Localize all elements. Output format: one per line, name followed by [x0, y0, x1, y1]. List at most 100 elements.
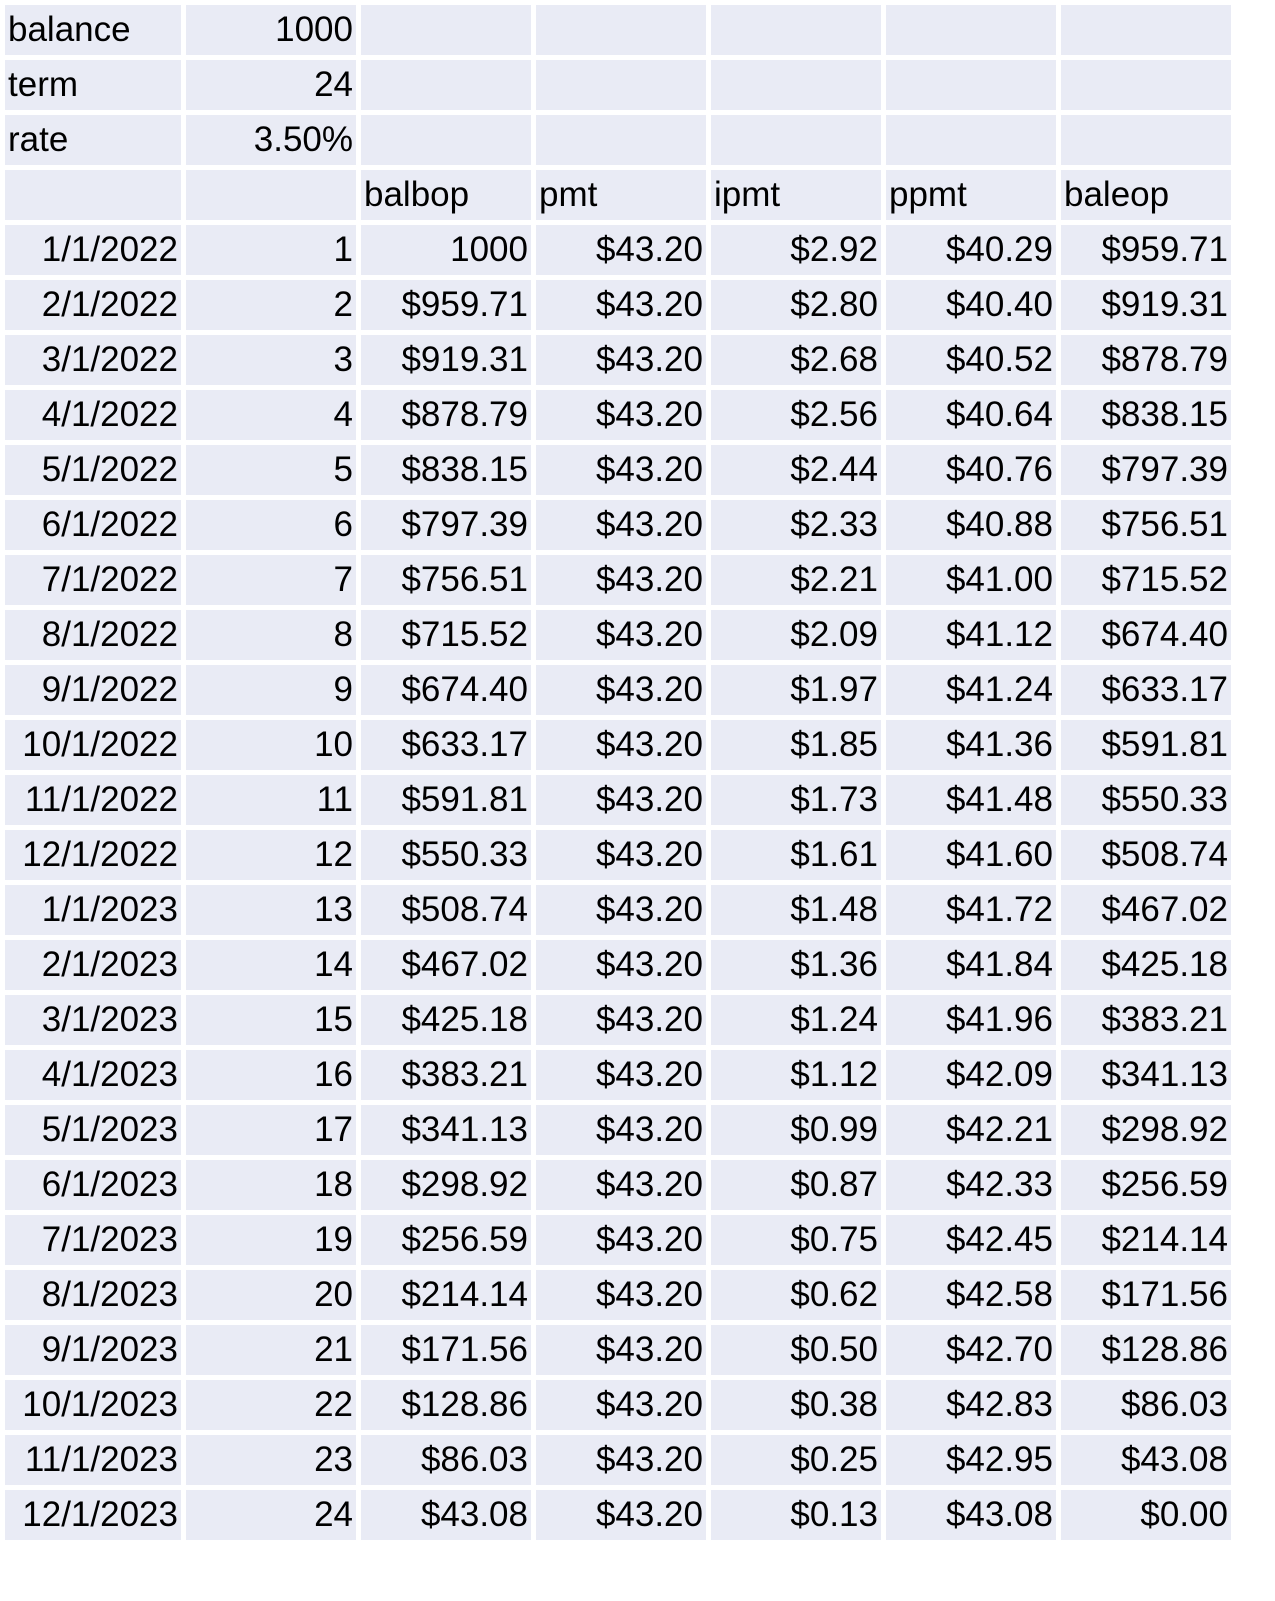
- baleop-cell[interactable]: $919.31: [1061, 280, 1231, 330]
- baleop-cell[interactable]: $425.18: [1061, 940, 1231, 990]
- ipmt-cell[interactable]: $1.36: [711, 940, 881, 990]
- date-cell[interactable]: 10/1/2023: [5, 1380, 181, 1430]
- input-value-cell[interactable]: 1000: [186, 5, 356, 55]
- date-cell[interactable]: 11/1/2022: [5, 775, 181, 825]
- empty-cell[interactable]: [361, 5, 531, 55]
- balbop-cell[interactable]: $591.81: [361, 775, 531, 825]
- pmt-cell[interactable]: $43.20: [536, 555, 706, 605]
- date-cell[interactable]: 7/1/2022: [5, 555, 181, 605]
- pmt-cell[interactable]: $43.20: [536, 995, 706, 1045]
- baleop-cell[interactable]: $256.59: [1061, 1160, 1231, 1210]
- ipmt-cell[interactable]: $0.99: [711, 1105, 881, 1155]
- balbop-cell[interactable]: $86.03: [361, 1435, 531, 1485]
- period-cell[interactable]: 5: [186, 445, 356, 495]
- empty-cell[interactable]: [711, 115, 881, 165]
- baleop-cell[interactable]: $715.52: [1061, 555, 1231, 605]
- balbop-cell[interactable]: $341.13: [361, 1105, 531, 1155]
- period-cell[interactable]: 8: [186, 610, 356, 660]
- date-cell[interactable]: 3/1/2022: [5, 335, 181, 385]
- balbop-cell[interactable]: $128.86: [361, 1380, 531, 1430]
- period-cell[interactable]: 9: [186, 665, 356, 715]
- ppmt-cell[interactable]: $42.95: [886, 1435, 1056, 1485]
- empty-cell[interactable]: [536, 5, 706, 55]
- empty-cell[interactable]: [886, 60, 1056, 110]
- baleop-cell[interactable]: $341.13: [1061, 1050, 1231, 1100]
- ipmt-cell[interactable]: $0.25: [711, 1435, 881, 1485]
- ipmt-cell[interactable]: $2.80: [711, 280, 881, 330]
- balbop-cell[interactable]: $467.02: [361, 940, 531, 990]
- period-cell[interactable]: 15: [186, 995, 356, 1045]
- empty-cell[interactable]: [1061, 115, 1231, 165]
- ipmt-cell[interactable]: $0.13: [711, 1490, 881, 1540]
- ppmt-cell[interactable]: $41.96: [886, 995, 1056, 1045]
- column-header-ipmt[interactable]: ipmt: [711, 170, 881, 220]
- pmt-cell[interactable]: $43.20: [536, 445, 706, 495]
- balbop-cell[interactable]: $383.21: [361, 1050, 531, 1100]
- date-cell[interactable]: 4/1/2023: [5, 1050, 181, 1100]
- baleop-cell[interactable]: $128.86: [1061, 1325, 1231, 1375]
- balbop-cell[interactable]: $878.79: [361, 390, 531, 440]
- input-value-cell[interactable]: 24: [186, 60, 356, 110]
- date-cell[interactable]: 9/1/2023: [5, 1325, 181, 1375]
- ipmt-cell[interactable]: $2.44: [711, 445, 881, 495]
- balbop-cell[interactable]: $550.33: [361, 830, 531, 880]
- baleop-cell[interactable]: $591.81: [1061, 720, 1231, 770]
- empty-cell[interactable]: [361, 115, 531, 165]
- ppmt-cell[interactable]: $41.24: [886, 665, 1056, 715]
- ipmt-cell[interactable]: $1.12: [711, 1050, 881, 1100]
- ipmt-cell[interactable]: $1.24: [711, 995, 881, 1045]
- period-cell[interactable]: 17: [186, 1105, 356, 1155]
- column-header-ppmt[interactable]: ppmt: [886, 170, 1056, 220]
- ppmt-cell[interactable]: $41.00: [886, 555, 1056, 605]
- balbop-cell[interactable]: $797.39: [361, 500, 531, 550]
- pmt-cell[interactable]: $43.20: [536, 665, 706, 715]
- pmt-cell[interactable]: $43.20: [536, 1050, 706, 1100]
- pmt-cell[interactable]: $43.20: [536, 1160, 706, 1210]
- date-cell[interactable]: 7/1/2023: [5, 1215, 181, 1265]
- pmt-cell[interactable]: $43.20: [536, 390, 706, 440]
- pmt-cell[interactable]: $43.20: [536, 1435, 706, 1485]
- ppmt-cell[interactable]: $42.33: [886, 1160, 1056, 1210]
- baleop-cell[interactable]: $633.17: [1061, 665, 1231, 715]
- baleop-cell[interactable]: $43.08: [1061, 1435, 1231, 1485]
- date-cell[interactable]: 10/1/2022: [5, 720, 181, 770]
- ipmt-cell[interactable]: $2.09: [711, 610, 881, 660]
- ppmt-cell[interactable]: $43.08: [886, 1490, 1056, 1540]
- date-cell[interactable]: 4/1/2022: [5, 390, 181, 440]
- empty-cell[interactable]: [1061, 5, 1231, 55]
- period-cell[interactable]: 7: [186, 555, 356, 605]
- ppmt-cell[interactable]: $40.64: [886, 390, 1056, 440]
- baleop-cell[interactable]: $214.14: [1061, 1215, 1231, 1265]
- pmt-cell[interactable]: $43.20: [536, 610, 706, 660]
- empty-cell[interactable]: [536, 115, 706, 165]
- ppmt-cell[interactable]: $41.84: [886, 940, 1056, 990]
- period-cell[interactable]: 23: [186, 1435, 356, 1485]
- date-cell[interactable]: 12/1/2023: [5, 1490, 181, 1540]
- ipmt-cell[interactable]: $0.75: [711, 1215, 881, 1265]
- period-cell[interactable]: 16: [186, 1050, 356, 1100]
- ipmt-cell[interactable]: $1.85: [711, 720, 881, 770]
- ipmt-cell[interactable]: $1.97: [711, 665, 881, 715]
- period-cell[interactable]: 12: [186, 830, 356, 880]
- period-cell[interactable]: 20: [186, 1270, 356, 1320]
- ppmt-cell[interactable]: $41.36: [886, 720, 1056, 770]
- ppmt-cell[interactable]: $40.29: [886, 225, 1056, 275]
- pmt-cell[interactable]: $43.20: [536, 720, 706, 770]
- input-label-cell[interactable]: balance: [5, 5, 181, 55]
- date-cell[interactable]: 11/1/2023: [5, 1435, 181, 1485]
- ipmt-cell[interactable]: $2.68: [711, 335, 881, 385]
- date-cell[interactable]: 8/1/2022: [5, 610, 181, 660]
- pmt-cell[interactable]: $43.20: [536, 1325, 706, 1375]
- date-cell[interactable]: 9/1/2022: [5, 665, 181, 715]
- ppmt-cell[interactable]: $42.70: [886, 1325, 1056, 1375]
- period-cell[interactable]: 13: [186, 885, 356, 935]
- period-cell[interactable]: 18: [186, 1160, 356, 1210]
- ipmt-cell[interactable]: $1.48: [711, 885, 881, 935]
- balbop-cell[interactable]: $298.92: [361, 1160, 531, 1210]
- baleop-cell[interactable]: $508.74: [1061, 830, 1231, 880]
- balbop-cell[interactable]: $674.40: [361, 665, 531, 715]
- date-cell[interactable]: 2/1/2022: [5, 280, 181, 330]
- pmt-cell[interactable]: $43.20: [536, 885, 706, 935]
- balbop-cell[interactable]: $425.18: [361, 995, 531, 1045]
- empty-cell[interactable]: [536, 60, 706, 110]
